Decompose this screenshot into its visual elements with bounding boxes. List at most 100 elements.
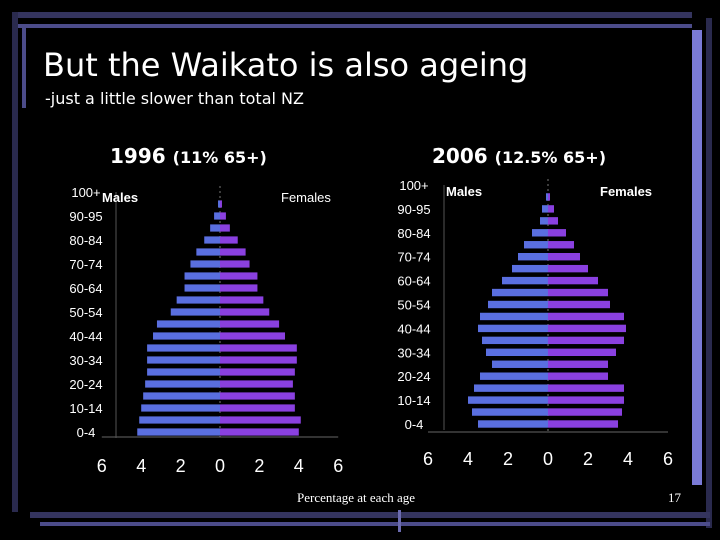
y1996-x-tick-5: 4 [294,456,304,476]
y1996-female-bar-30-34 [220,356,297,364]
y1996-age-label-60-64: 60-64 [69,281,102,296]
y2006-x-tick-1: 4 [463,449,473,469]
y1996-female-bar-10-14 [220,404,295,412]
y2006-male-bar-15-19 [474,384,548,392]
y1996-female-bar-65-69 [220,272,258,280]
y2006-male-bar-30-34 [486,348,548,356]
y1996-female-bar-45-49 [220,320,280,328]
y2006-female-bar-0-4 [548,420,618,428]
y2006-female-bar-80-84 [548,229,566,237]
y2006-age-label-100+: 100+ [399,178,428,193]
chart-2006-year: 2006 [432,144,488,168]
y2006-male-bar-85-89 [540,217,548,225]
y1996-male-bar-55-59 [176,296,220,304]
y2006-age-label-20-24: 20-24 [397,369,430,384]
y1996-female-bar-70-74 [220,260,250,268]
y2006-male-bar-10-14 [468,396,548,404]
y1996-female-bar-15-19 [220,392,295,400]
chart-1996-year: 1996 [110,144,166,168]
slide-title: But the Waikato is also ageing [43,46,529,84]
y2006-age-label-10-14: 10-14 [397,393,430,408]
y1996-age-label-90-95: 90-95 [69,209,102,224]
frame-bottom-bar-light [40,522,710,526]
y2006-female-bar-85-89 [548,217,558,225]
y2006-female-bar-95-99 [548,193,550,201]
y1996-x-tick-0: 6 [97,456,107,476]
y2006-age-label-30-34: 30-34 [397,345,430,360]
y2006-female-bar-10-14 [548,396,624,404]
chart-1996-share: (11% 65+) [172,148,267,167]
y2006-male-bar-60-64 [502,276,548,285]
y2006-male-bar-90-95 [542,205,548,213]
y2006-female-bar-55-59 [548,288,608,297]
y2006-male-bar-65-69 [512,264,548,273]
y1996-age-label-30-34: 30-34 [69,353,102,368]
y2006-male-bar-25-29 [492,360,548,368]
y1996-male-bar-50-54 [170,308,220,316]
y2006-x-tick-2: 2 [503,449,513,469]
y1996-female-bar-85-89 [220,224,230,232]
y2006-female-bar-35-39 [548,336,624,345]
y1996-male-bar-10-14 [141,404,220,412]
y1996-male-bar-20-24 [145,380,220,388]
frame-bottom-bar [30,512,710,518]
y1996-male-bar-5-9 [139,416,220,424]
y2006-legend-females: Females [600,184,652,199]
y2006-female-bar-75-79 [548,241,574,249]
frame-left-bar [12,12,18,512]
y1996-female-bar-0-4 [220,428,299,436]
y1996-male-bar-90-95 [214,212,220,220]
y2006-female-bar-5-9 [548,408,622,416]
y2006-female-bar-40-44 [548,324,626,333]
frame-right-accent-bar [692,30,702,485]
y1996-x-tick-3: 0 [215,456,225,476]
y2006-male-bar-70-74 [518,253,548,261]
y1996-female-bar-25-29 [220,368,295,376]
y2006-x-tick-6: 6 [663,449,673,469]
y1996-male-bar-45-49 [156,320,220,328]
y1996-female-bar-55-59 [220,296,264,304]
chart-2006-share: (12.5% 65+) [494,148,607,167]
y1996-male-bar-70-74 [190,260,220,268]
y2006-female-bar-25-29 [548,360,608,368]
y1996-male-bar-0-4 [137,428,220,436]
y2006-female-bar-65-69 [548,264,588,273]
y2006-age-label-40-44: 40-44 [397,321,430,336]
y2006-male-bar-75-79 [524,241,548,249]
page-number: 17 [668,490,681,505]
frame-bottom-tick [398,510,401,532]
y2006-x-tick-5: 4 [623,449,633,469]
y1996-male-bar-40-44 [153,332,220,340]
y1996-age-label-70-74: 70-74 [69,257,102,272]
frame-top-bar [12,12,692,18]
y2006-age-label-0-4: 0-4 [405,417,424,432]
y2006-male-bar-95-99 [546,193,548,201]
y1996-x-tick-6: 6 [333,456,343,476]
y2006-male-bar-80-84 [532,229,548,237]
y1996-female-bar-35-39 [220,344,297,352]
y2006-male-bar-20-24 [480,372,548,380]
y1996-male-bar-35-39 [147,344,220,352]
y1996-female-bar-5-9 [220,416,301,424]
y2006-female-bar-30-34 [548,348,616,356]
y1996-male-bar-95-99 [218,200,220,208]
y2006-female-bar-20-24 [548,372,608,380]
y2006-female-bar-60-64 [548,276,598,285]
y1996-male-bar-15-19 [143,392,220,400]
y2006-x-tick-0: 6 [423,449,433,469]
y1996-age-label-20-24: 20-24 [69,377,102,392]
y1996-male-bar-30-34 [147,356,220,364]
y2006-age-label-80-84: 80-84 [397,226,430,241]
y2006-female-bar-70-74 [548,253,580,261]
y2006-female-bar-90-95 [548,205,554,213]
y1996-female-bar-60-64 [220,284,258,292]
y2006-male-bar-5-9 [472,408,548,416]
y1996-female-bar-20-24 [220,380,293,388]
chart-2006-heading: 2006 (12.5% 65+) [432,144,606,168]
y1996-legend-females: Females [281,190,331,205]
frame-top-bar-light [18,24,692,28]
y2006-male-bar-50-54 [488,300,548,309]
y1996-male-bar-75-79 [196,248,220,256]
y1996-male-bar-65-69 [184,272,220,280]
